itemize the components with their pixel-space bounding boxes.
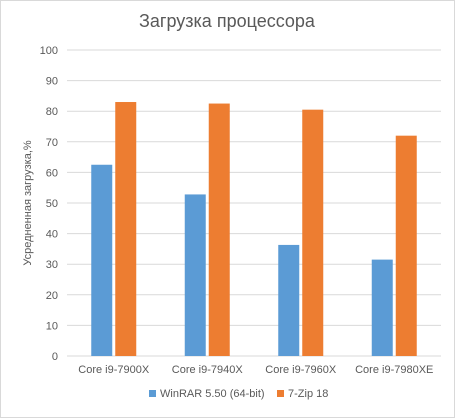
chart-title: Загрузка процессора <box>139 11 316 31</box>
y-tick-label: 0 <box>52 351 58 363</box>
y-tick-label: 100 <box>40 45 58 57</box>
y-tick-label: 50 <box>46 198 58 210</box>
bar-winrar-0 <box>91 164 113 356</box>
y-axis-title: Усредненная загрузка,% <box>22 140 34 266</box>
y-tick-label: 10 <box>46 320 58 332</box>
y-axis-ticks: 0 10 20 30 40 50 60 70 80 90 100 <box>40 45 58 363</box>
y-tick-label: 80 <box>46 106 58 118</box>
y-tick-label: 30 <box>46 259 58 271</box>
bar-winrar-1 <box>184 194 206 356</box>
bar-7zip-1 <box>208 103 230 356</box>
legend-swatch-7zip <box>277 390 284 397</box>
y-tick-label: 70 <box>46 137 58 149</box>
x-axis-ticks: Core i9-7900X Core i9-7940X Core i9-7960X C… <box>78 364 433 376</box>
bar-7zip-2 <box>302 109 324 356</box>
legend-label-winrar: WinRAR 5.50 (64-bit) <box>160 388 265 400</box>
x-tick-label: Core i9-7940X <box>172 364 244 376</box>
bar-7zip-3 <box>395 135 417 356</box>
bar-winrar-2 <box>278 244 300 356</box>
bar-7zip-0 <box>115 102 137 357</box>
y-tick-label: 60 <box>46 167 58 179</box>
bar-winrar-3 <box>371 259 393 356</box>
x-tick-label: Core i9-7960X <box>265 364 337 376</box>
bars <box>91 102 417 357</box>
legend-label-7zip: 7-Zip 18 <box>288 388 328 400</box>
legend-swatch-winrar <box>149 390 156 397</box>
x-tick-label: Core i9-7900X <box>78 364 150 376</box>
y-tick-label: 90 <box>46 76 58 88</box>
y-tick-label: 20 <box>46 290 58 302</box>
y-tick-label: 40 <box>46 229 58 241</box>
x-tick-label: Core i9-7980XE <box>355 364 433 376</box>
legend: WinRAR 5.50 (64-bit) 7-Zip 18 <box>149 388 328 400</box>
